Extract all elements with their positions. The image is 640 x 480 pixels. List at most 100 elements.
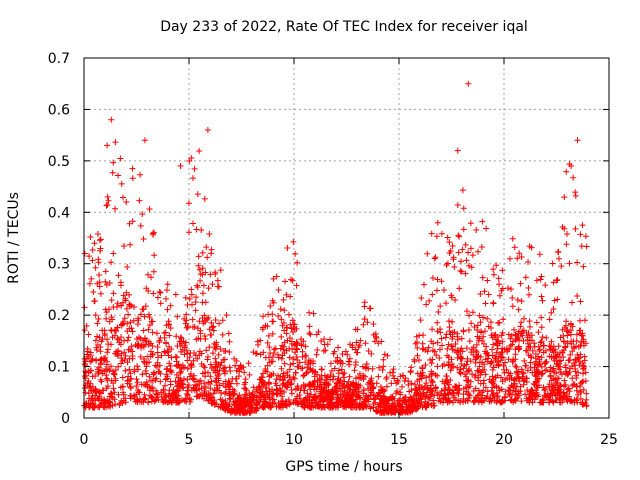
data-point bbox=[190, 372, 197, 379]
data-point bbox=[429, 370, 436, 377]
data-point bbox=[555, 343, 562, 350]
data-point bbox=[211, 401, 218, 408]
data-point bbox=[490, 378, 497, 385]
data-point bbox=[293, 325, 300, 332]
data-point bbox=[262, 384, 269, 391]
data-point bbox=[458, 258, 465, 265]
data-point bbox=[577, 298, 584, 305]
data-point bbox=[87, 352, 94, 359]
data-point bbox=[226, 348, 233, 355]
data-point bbox=[241, 369, 248, 376]
data-point bbox=[204, 127, 211, 133]
data-point bbox=[130, 317, 137, 324]
data-point bbox=[516, 375, 523, 382]
data-point bbox=[129, 218, 136, 225]
data-point bbox=[124, 377, 131, 384]
data-point bbox=[438, 230, 445, 237]
data-point bbox=[581, 357, 588, 364]
data-point bbox=[419, 404, 426, 411]
data-point bbox=[249, 389, 256, 396]
data-point bbox=[482, 328, 489, 335]
data-point bbox=[184, 350, 191, 357]
data-point bbox=[514, 296, 521, 303]
data-point bbox=[118, 355, 125, 362]
data-point bbox=[258, 380, 265, 387]
data-point bbox=[381, 393, 388, 400]
data-point bbox=[82, 358, 89, 365]
data-point bbox=[532, 392, 539, 399]
data-point bbox=[110, 290, 117, 297]
data-point bbox=[371, 338, 378, 345]
data-point bbox=[215, 361, 222, 368]
data-point bbox=[290, 374, 297, 381]
data-point bbox=[210, 323, 217, 330]
data-point bbox=[522, 391, 529, 398]
data-point bbox=[324, 373, 331, 380]
data-point bbox=[234, 380, 241, 387]
data-point bbox=[324, 341, 331, 348]
data-point bbox=[283, 324, 290, 331]
data-point bbox=[222, 347, 229, 354]
data-point bbox=[118, 302, 125, 309]
data-point bbox=[85, 331, 92, 338]
data-point bbox=[118, 360, 125, 367]
data-point bbox=[125, 334, 132, 341]
data-point bbox=[321, 379, 328, 386]
data-point bbox=[199, 265, 206, 272]
data-point bbox=[465, 249, 472, 256]
data-point bbox=[476, 335, 483, 342]
data-point bbox=[231, 355, 238, 362]
data-point bbox=[547, 346, 554, 353]
data-point bbox=[149, 230, 156, 237]
data-point bbox=[102, 400, 109, 407]
data-point bbox=[493, 389, 500, 396]
data-point bbox=[374, 393, 381, 400]
data-point bbox=[199, 392, 206, 399]
data-point bbox=[278, 333, 285, 340]
data-point bbox=[529, 347, 536, 354]
data-point bbox=[145, 271, 152, 278]
data-point bbox=[269, 297, 276, 304]
y-tick-label: 0.5 bbox=[48, 154, 70, 170]
data-point bbox=[86, 395, 93, 402]
data-point bbox=[541, 387, 548, 394]
data-point bbox=[304, 399, 311, 406]
data-point bbox=[190, 385, 197, 392]
data-point bbox=[524, 387, 531, 394]
data-point bbox=[267, 303, 274, 310]
y-axis-title: ROTI / TECUs bbox=[6, 192, 22, 284]
data-point bbox=[411, 356, 418, 363]
data-point bbox=[150, 369, 157, 376]
data-point bbox=[528, 332, 535, 339]
data-point bbox=[105, 398, 112, 405]
data-point bbox=[502, 388, 509, 395]
data-point bbox=[154, 343, 161, 350]
data-point bbox=[311, 378, 318, 385]
data-point bbox=[470, 399, 477, 406]
data-point bbox=[177, 368, 184, 375]
axis-ticks: 0 0.1 0.2 0.3 0.4 0.5 0.6 0.7 0 5 10 15 20 25 bbox=[48, 51, 618, 448]
data-point bbox=[134, 321, 141, 328]
data-point bbox=[96, 279, 103, 286]
data-point bbox=[127, 319, 134, 326]
data-point bbox=[372, 333, 379, 340]
data-point bbox=[341, 378, 348, 385]
data-point bbox=[583, 390, 590, 397]
x-tick-label: 0 bbox=[80, 432, 89, 448]
data-point bbox=[194, 191, 201, 198]
data-point bbox=[443, 300, 450, 307]
data-point bbox=[311, 393, 318, 400]
data-point bbox=[185, 200, 192, 207]
data-point bbox=[318, 366, 325, 373]
data-point bbox=[460, 205, 467, 212]
data-point bbox=[437, 390, 444, 397]
data-point bbox=[193, 386, 200, 393]
data-point bbox=[346, 373, 353, 380]
data-point bbox=[246, 371, 253, 378]
data-point bbox=[302, 401, 309, 408]
data-point bbox=[458, 345, 465, 352]
data-point bbox=[341, 393, 348, 400]
data-point bbox=[208, 250, 215, 257]
data-point bbox=[262, 398, 269, 405]
data-point bbox=[426, 373, 433, 380]
